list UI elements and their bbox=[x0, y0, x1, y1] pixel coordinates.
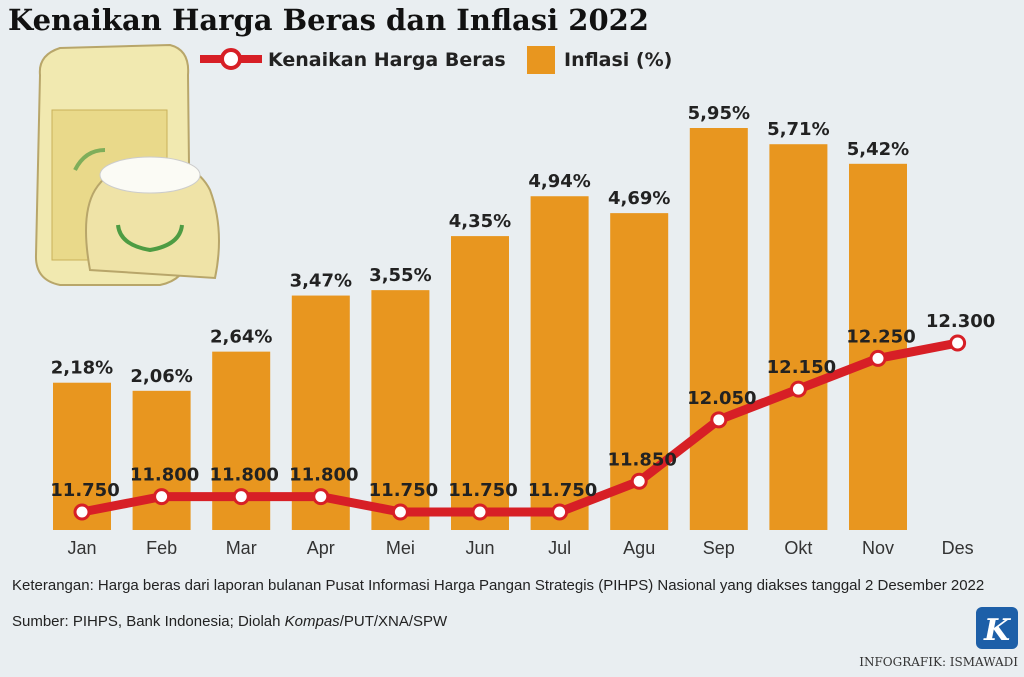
x-tick-label: Okt bbox=[784, 538, 812, 558]
line-marker bbox=[949, 334, 967, 352]
data-label: 11.800 bbox=[289, 465, 358, 486]
x-tick-label: Feb bbox=[146, 538, 177, 558]
bar bbox=[689, 128, 748, 530]
data-label: 12.150 bbox=[767, 357, 836, 378]
source: Sumber: PIHPS, Bank Indonesia; Diolah Ko… bbox=[12, 613, 448, 630]
data-label: 11.800 bbox=[209, 465, 278, 486]
logo bbox=[976, 607, 1018, 649]
x-tick-label: Mar bbox=[226, 538, 257, 558]
data-label: 4,94% bbox=[528, 171, 590, 192]
data-label: 2,18% bbox=[51, 358, 113, 379]
legend-label: Inflasi (%) bbox=[564, 49, 672, 71]
source-text: /PUT/XNA/SPW bbox=[340, 613, 448, 630]
credit: INFOGRAFIK: ISMAWADI bbox=[859, 655, 1018, 669]
data-label: 5,42% bbox=[847, 139, 909, 160]
legend-marker bbox=[220, 48, 242, 70]
bar bbox=[371, 290, 430, 530]
data-label: 3,55% bbox=[369, 265, 431, 286]
line bbox=[81, 338, 959, 517]
line-marker bbox=[153, 488, 171, 506]
line-marker bbox=[551, 503, 569, 521]
line-marker bbox=[471, 503, 489, 521]
legend: Kenaikan Harga Beras Inflasi (%) bbox=[200, 46, 672, 74]
data-label: 11.750 bbox=[448, 480, 517, 501]
data-label: 3,47% bbox=[290, 271, 352, 292]
bar bbox=[530, 196, 589, 531]
bar bbox=[849, 163, 907, 530]
data-label: 2,64% bbox=[210, 327, 272, 348]
bar bbox=[769, 144, 828, 530]
data-label: 5,71% bbox=[767, 119, 829, 140]
line-marker bbox=[630, 472, 648, 490]
x-tick-label: Jun bbox=[465, 538, 494, 558]
logo-text: K bbox=[983, 613, 1012, 648]
x-tick-label: Mei bbox=[386, 538, 415, 558]
line-marker bbox=[232, 488, 250, 506]
data-label: 12.250 bbox=[846, 326, 915, 347]
bar bbox=[132, 390, 191, 530]
data-label: 2,06% bbox=[130, 366, 192, 387]
data-label: 11.750 bbox=[528, 480, 597, 501]
data-label: 12.300 bbox=[926, 311, 995, 332]
data-label: 11.800 bbox=[130, 465, 199, 486]
x-tick-label: Apr bbox=[307, 538, 335, 558]
x-tick-label: Nov bbox=[862, 538, 894, 558]
data-label: 11.850 bbox=[607, 449, 676, 470]
data-label: 4,35% bbox=[449, 211, 511, 232]
note: Keterangan: Harga beras dari laporan bul… bbox=[12, 577, 984, 594]
data-label: 12.050 bbox=[687, 388, 756, 409]
legend-label: Kenaikan Harga Beras bbox=[268, 49, 506, 71]
source-text: Kompas bbox=[285, 613, 341, 630]
source-text: Sumber: PIHPS, Bank Indonesia; Diolah bbox=[12, 613, 285, 630]
line-marker bbox=[869, 349, 887, 367]
line-marker bbox=[789, 380, 807, 398]
chart-title: Kenaikan Harga Beras dan Inflasi 2022 bbox=[8, 3, 649, 37]
line-marker bbox=[710, 411, 728, 429]
line-marker bbox=[391, 503, 409, 521]
data-label: 11.750 bbox=[369, 480, 438, 501]
x-tick-label: Agu bbox=[623, 538, 655, 558]
x-tick-label: Des bbox=[942, 538, 974, 558]
x-tick-label: Sep bbox=[703, 538, 735, 558]
x-tick-label: Jan bbox=[67, 538, 96, 558]
legend-swatch bbox=[527, 46, 555, 74]
data-label: 5,95% bbox=[688, 103, 750, 124]
line-marker bbox=[312, 488, 330, 506]
data-label: 4,69% bbox=[608, 188, 670, 209]
illustration bbox=[34, 43, 220, 286]
x-tick-label: Jul bbox=[548, 538, 571, 558]
data-label: 11.750 bbox=[50, 480, 119, 501]
bar bbox=[451, 236, 509, 531]
line-marker bbox=[73, 503, 91, 521]
